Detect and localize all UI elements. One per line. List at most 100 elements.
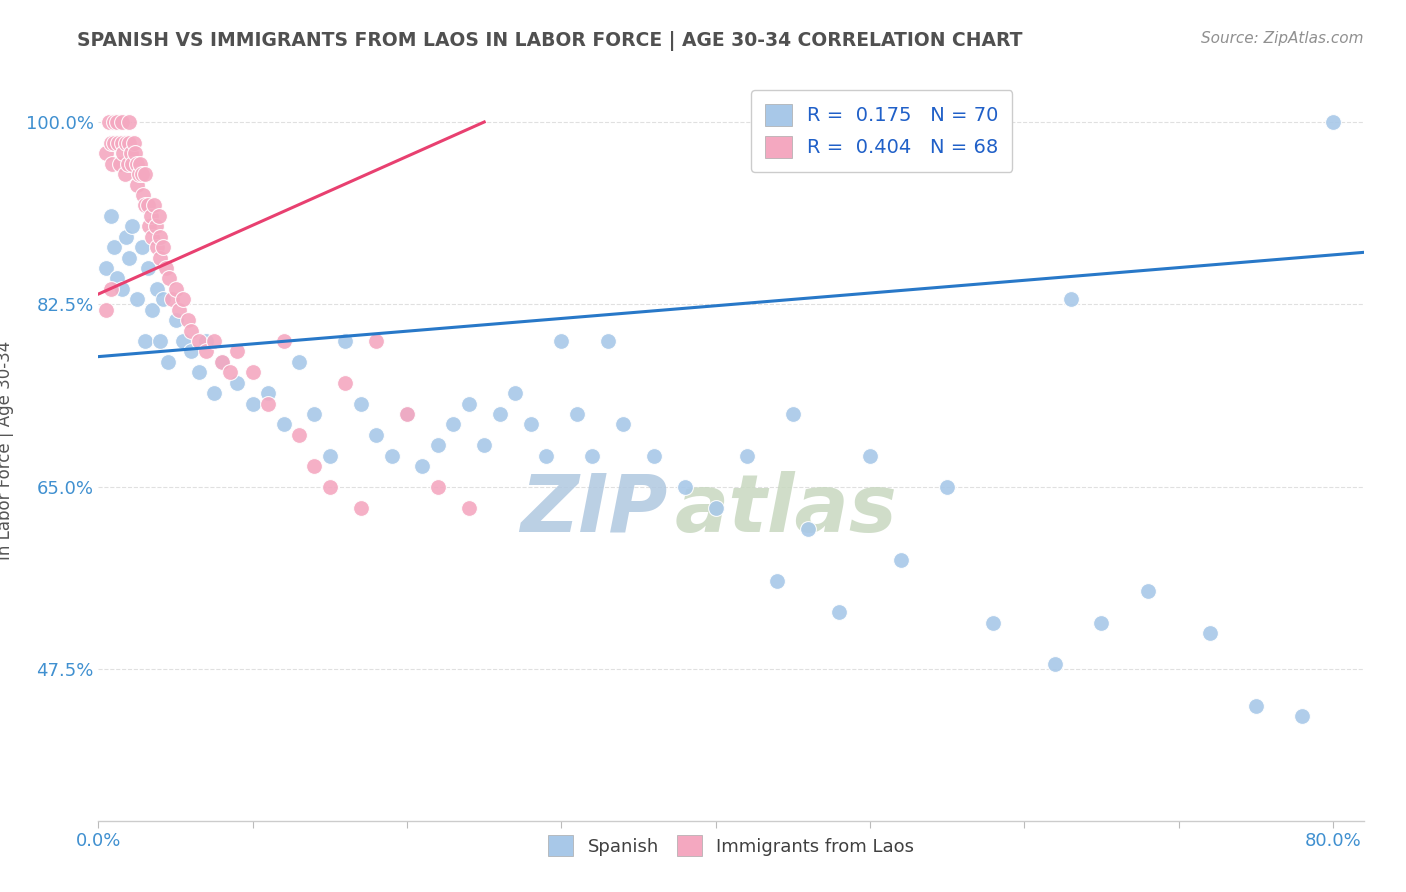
Point — [596, 334, 619, 348]
Point — [146, 282, 169, 296]
Text: SPANISH VS IMMIGRANTS FROM LAOS IN LABOR FORCE | AGE 30-34 CORRELATION CHART: SPANISH VS IMMIGRANTS FROM LAOS IN LABOR… — [77, 31, 1022, 51]
Point — [735, 449, 758, 463]
Point — [172, 334, 194, 348]
Point — [381, 449, 404, 463]
Point — [1090, 615, 1112, 630]
Point — [131, 167, 153, 181]
Point — [148, 209, 170, 223]
Point — [890, 553, 912, 567]
Point — [139, 209, 162, 223]
Point — [396, 407, 419, 421]
Point — [704, 500, 727, 515]
Point — [146, 240, 169, 254]
Point — [120, 146, 142, 161]
Point — [1136, 584, 1159, 599]
Point — [177, 313, 200, 327]
Point — [195, 344, 218, 359]
Point — [98, 115, 121, 129]
Point — [195, 334, 218, 348]
Point — [1043, 657, 1066, 672]
Point — [108, 157, 131, 171]
Point — [534, 449, 557, 463]
Point — [366, 334, 388, 348]
Point — [115, 136, 138, 150]
Point — [350, 500, 373, 515]
Point — [156, 355, 179, 369]
Point — [141, 229, 163, 244]
Point — [136, 260, 159, 275]
Point — [859, 449, 882, 463]
Point — [1322, 115, 1344, 129]
Point — [129, 157, 152, 171]
Point — [242, 365, 264, 379]
Point — [94, 146, 117, 161]
Point — [187, 334, 209, 348]
Point — [472, 438, 495, 452]
Point — [797, 522, 820, 536]
Point — [121, 219, 143, 234]
Point — [115, 229, 138, 244]
Point — [766, 574, 789, 588]
Point — [319, 449, 342, 463]
Text: Source: ZipAtlas.com: Source: ZipAtlas.com — [1201, 31, 1364, 46]
Point — [457, 396, 479, 410]
Point — [128, 167, 150, 181]
Legend: Spanish, Immigrants from Laos: Spanish, Immigrants from Laos — [540, 828, 922, 863]
Point — [218, 365, 240, 379]
Point — [211, 355, 233, 369]
Point — [132, 188, 155, 202]
Point — [117, 157, 139, 171]
Point — [426, 480, 449, 494]
Point — [519, 417, 541, 432]
Point — [162, 292, 184, 306]
Point — [273, 334, 295, 348]
Point — [134, 198, 156, 212]
Point — [121, 157, 143, 171]
Point — [110, 282, 132, 296]
Point — [828, 605, 851, 619]
Point — [673, 480, 696, 494]
Point — [94, 302, 117, 317]
Point — [550, 334, 572, 348]
Point — [782, 407, 804, 421]
Point — [242, 396, 264, 410]
Point — [110, 115, 132, 129]
Point — [131, 240, 153, 254]
Point — [165, 313, 187, 327]
Point — [103, 136, 125, 150]
Point — [457, 500, 479, 515]
Point — [396, 407, 419, 421]
Point — [149, 229, 172, 244]
Point — [202, 334, 225, 348]
Point — [100, 136, 122, 150]
Point — [105, 115, 128, 129]
Point — [143, 198, 166, 212]
Point — [122, 136, 145, 150]
Point — [1244, 698, 1267, 713]
Point — [202, 386, 225, 401]
Point — [257, 386, 280, 401]
Point — [1198, 626, 1220, 640]
Point — [100, 282, 122, 296]
Point — [565, 407, 588, 421]
Y-axis label: In Labor Force | Age 30-34: In Labor Force | Age 30-34 — [0, 341, 14, 560]
Point — [226, 376, 249, 390]
Point — [226, 344, 249, 359]
Point — [101, 157, 124, 171]
Point — [304, 407, 326, 421]
Point — [152, 240, 174, 254]
Point — [114, 167, 136, 181]
Point — [134, 334, 156, 348]
Point — [581, 449, 603, 463]
Point — [441, 417, 464, 432]
Point — [125, 292, 148, 306]
Point — [503, 386, 526, 401]
Point — [411, 459, 433, 474]
Point — [155, 260, 177, 275]
Point — [145, 219, 167, 234]
Point — [612, 417, 634, 432]
Point — [643, 449, 665, 463]
Point — [141, 302, 163, 317]
Point — [488, 407, 510, 421]
Point — [125, 178, 148, 192]
